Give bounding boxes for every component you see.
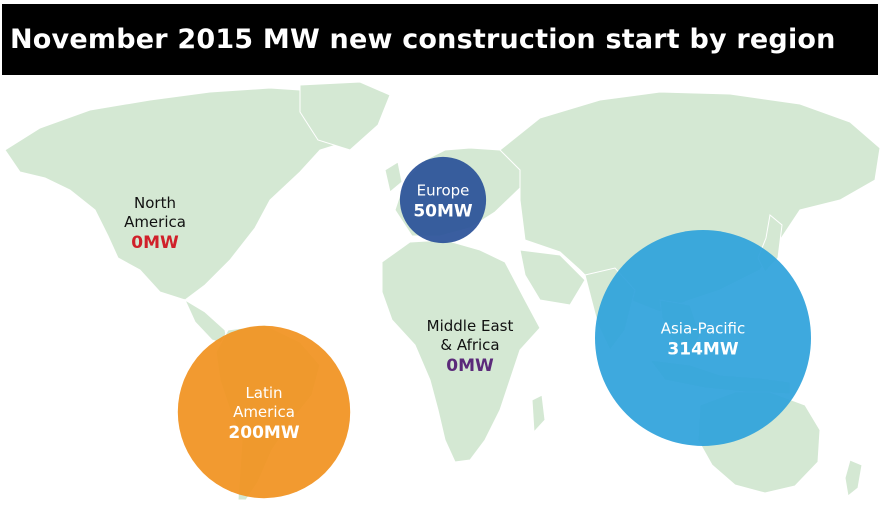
madagascar-shape <box>531 394 546 434</box>
world-map-area: North America 0MW Europe 50MW Middle East & Af… <box>0 75 882 505</box>
region-name-europe: Europe <box>417 182 470 200</box>
region-value-north-america: 0MW <box>131 233 179 253</box>
region-value-europe: 50MW <box>413 202 473 222</box>
region-value-asia-pacific: 314MW <box>667 340 738 360</box>
bubble-asia-pacific <box>595 230 811 446</box>
region-name-latin-america-line-1: Latin <box>245 384 282 402</box>
bubble-latin-america <box>177 325 351 499</box>
region-name-north-america-line-2: America <box>124 213 186 231</box>
region-name-north-america-line-1: North <box>134 194 176 212</box>
africa-shape <box>381 239 541 463</box>
region-europe: Europe 50MW <box>399 156 487 244</box>
region-name-asia-pacific: Asia-Pacific <box>661 320 746 338</box>
bubble-europe <box>399 156 487 244</box>
region-asia-pacific: Asia-Pacific 314MW <box>595 230 811 446</box>
region-value-middle-east-africa: 0MW <box>446 356 494 376</box>
region-middle-east-africa: Middle East& Africa 0MW <box>427 317 514 376</box>
title-bar: November 2015 MW new construction start … <box>2 4 878 75</box>
greenland-shape <box>299 81 391 151</box>
region-value-latin-america: 200MW <box>228 423 299 443</box>
chart-title: November 2015 MW new construction start … <box>10 24 836 55</box>
north-america-shape <box>4 87 361 301</box>
region-name-latin-america-line-2: America <box>233 403 295 421</box>
region-name-middle-east-africa-line-2: & Africa <box>440 336 499 354</box>
region-name-middle-east-africa-line-1: Middle East <box>427 317 514 335</box>
uk-shape <box>384 161 403 193</box>
arabia-shape <box>519 249 586 306</box>
new-zealand-shape <box>844 459 863 497</box>
